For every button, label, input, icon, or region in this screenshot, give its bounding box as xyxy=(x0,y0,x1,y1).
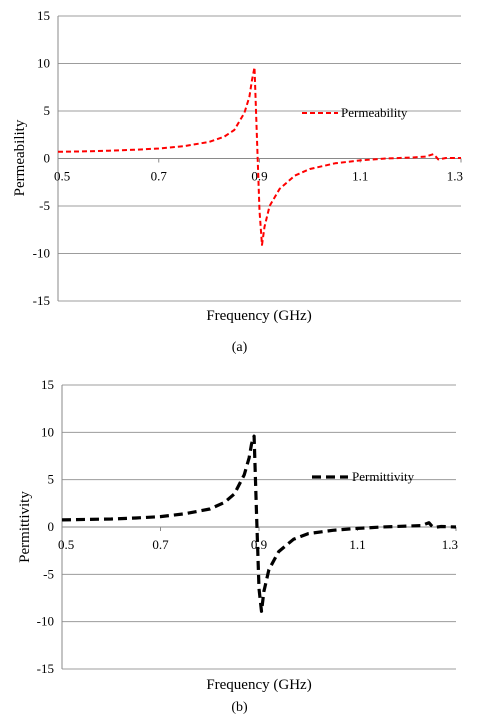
y-axis-title: Permittivity xyxy=(17,491,33,563)
x-tick-label: 0.5 xyxy=(54,169,70,184)
x-tick-label: 0.7 xyxy=(152,537,169,552)
y-tick-label: 5 xyxy=(48,472,55,487)
y-tick-label: 0 xyxy=(48,519,55,534)
y-tick-label: 15 xyxy=(37,8,50,23)
y-tick-label: -15 xyxy=(37,661,54,676)
chart-legend: Permeability xyxy=(302,105,408,120)
chart-legend: Permittivity xyxy=(312,469,415,484)
x-tick-label: 1.1 xyxy=(352,169,368,184)
x-tick-label: 1.3 xyxy=(447,169,463,184)
y-tick-label: -15 xyxy=(33,293,50,308)
x-axis-title: Frequency (GHz) xyxy=(206,308,311,324)
legend-label-permeability: Permeability xyxy=(341,105,408,120)
y-tick-label: 5 xyxy=(44,103,51,118)
x-axis-title: Frequency (GHz) xyxy=(206,677,311,693)
x-tick-label: 0.7 xyxy=(151,169,168,184)
y-tick-label: -10 xyxy=(33,246,50,261)
x-tick-label: 1.1 xyxy=(349,537,365,552)
y-tick-label: 0 xyxy=(44,151,51,166)
y-tick-label: -5 xyxy=(43,566,54,581)
legend-label-permittivity: Permittivity xyxy=(352,469,415,484)
y-tick-label: 10 xyxy=(41,424,54,439)
x-tick-label: 0.9 xyxy=(251,537,267,552)
y-tick-label: 10 xyxy=(37,56,50,71)
series-line xyxy=(57,66,461,246)
permittivity-chart-panel: 0.5 0.7 0.9 1.1 1.3 -15 -10 -5 0 5 10 15 Permittiv… xyxy=(0,365,479,722)
x-tick-label: 1.3 xyxy=(442,537,458,552)
x-tick-label: 0.5 xyxy=(58,537,74,552)
y-tick-label: -5 xyxy=(39,198,50,213)
panel-caption-b: (b) xyxy=(231,700,248,715)
y-tick-label: -10 xyxy=(37,614,54,629)
y-tick-label: 15 xyxy=(41,377,54,392)
permeability-chart-panel: 0.5 0.7 0.9 1.1 1.3 -15 -10 -5 0 5 10 15 Permeabil… xyxy=(12,8,463,355)
permittivity-chart: 0.5 0.7 0.9 1.1 1.3 -15 -10 -5 0 5 10 15 Permittiv… xyxy=(17,377,458,693)
x-tick-label: 0.9 xyxy=(251,169,267,184)
permeability-chart: 0.5 0.7 0.9 1.1 1.3 -15 -10 -5 0 5 10 15 Permeabil… xyxy=(12,8,463,324)
y-axis-title: Permeability xyxy=(12,119,28,196)
panel-caption-a: (a) xyxy=(231,340,248,355)
series-line xyxy=(61,434,457,613)
